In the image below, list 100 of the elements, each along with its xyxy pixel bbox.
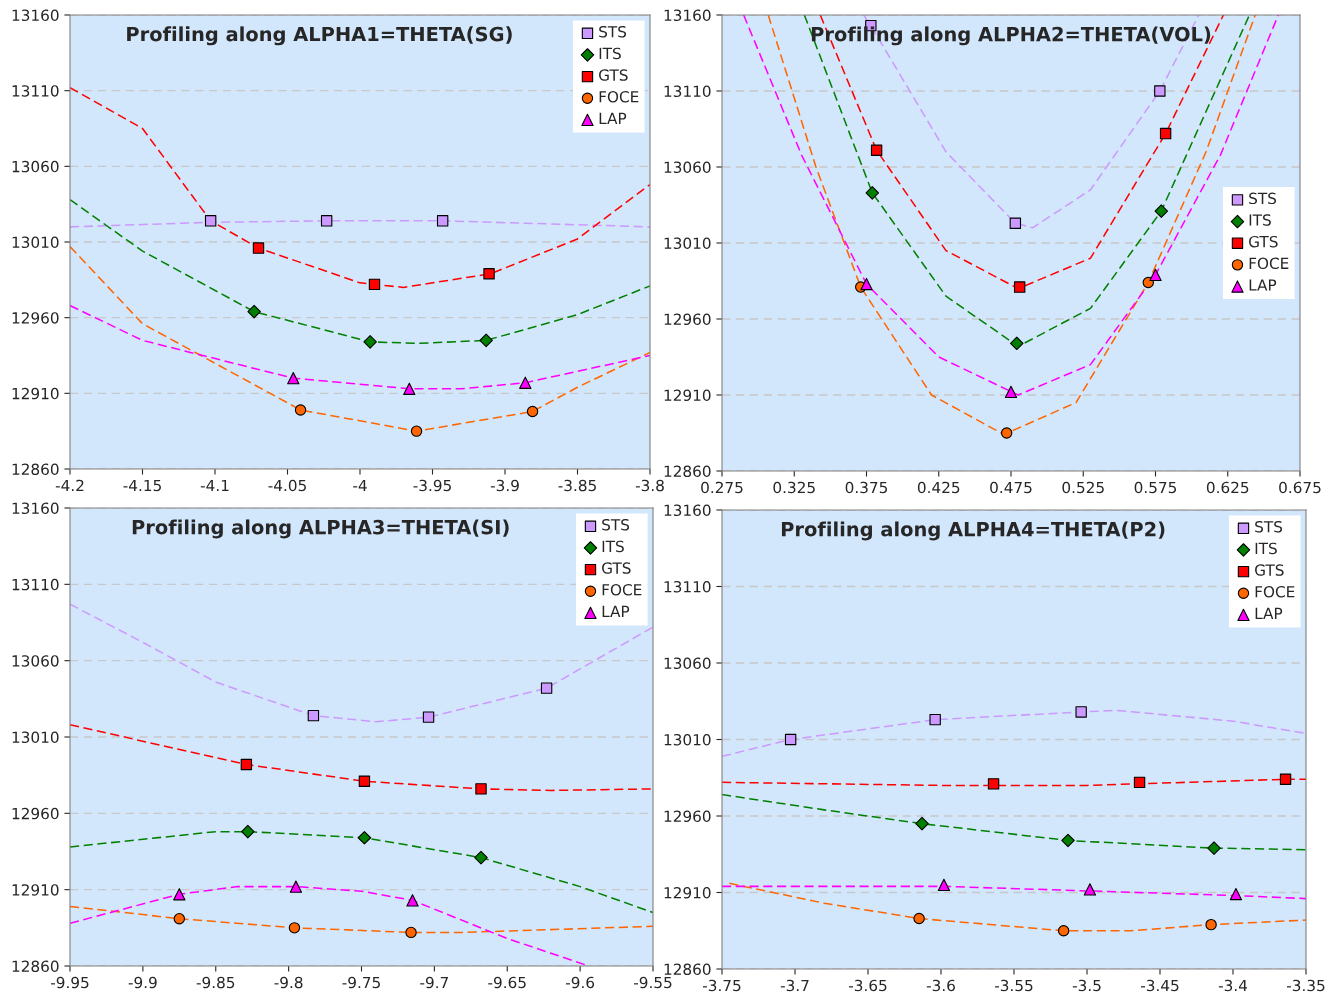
point [870, 144, 883, 156]
y-tick-label: 13060 [12, 655, 59, 667]
point [1061, 833, 1075, 848]
point [403, 382, 416, 395]
point [526, 405, 539, 418]
point [1010, 336, 1024, 351]
x-tick-label: -9.75 [342, 976, 380, 989]
y-tick-label: 13160 [664, 9, 711, 22]
x-tick-label: 0.525 [1062, 481, 1104, 494]
point [288, 922, 301, 934]
x-tick-label: -3.8 [635, 479, 664, 492]
x-tick-label: 0.325 [773, 481, 815, 494]
y-tick-label: 13060 [12, 160, 59, 173]
x-tick-label: -4.1 [200, 479, 229, 492]
x-tick-label: 0.625 [1206, 481, 1249, 494]
y-tick-label: 12960 [12, 807, 59, 820]
x-tick-label: 0.275 [701, 481, 743, 494]
point [358, 775, 371, 787]
x-tick-label: -4 [353, 479, 367, 492]
point [363, 335, 377, 349]
x-tick-label: -3.95 [413, 479, 451, 492]
legend-label: STS [1249, 192, 1277, 205]
x-tick-label: -9.9 [128, 976, 157, 989]
x-tick-label: 0.375 [845, 481, 888, 494]
point [865, 186, 880, 200]
x-tick-label: -3.85 [558, 479, 596, 492]
text: Profiling along ALPHA4=THETA(P2) [781, 521, 1165, 541]
point [422, 711, 435, 723]
x-tick-label: -3.4 [1218, 979, 1248, 992]
x-tick-label: -3.45 [1140, 979, 1179, 992]
point [436, 215, 449, 227]
y-tick-label: 12910 [12, 387, 59, 400]
x-tick-label: -9.65 [488, 976, 526, 989]
x-tick-label: -3.55 [994, 979, 1033, 992]
legend-label: LAP [1255, 607, 1283, 619]
point [406, 894, 419, 907]
point [475, 783, 487, 795]
legend-label: LAP [1249, 279, 1277, 291]
text: Profiling along ALPHA2=THETA(VOL) [811, 26, 1211, 46]
point [1279, 773, 1292, 785]
line-series [70, 603, 653, 723]
legend-label: ITS [599, 47, 621, 60]
point [483, 268, 495, 280]
line-series [70, 86, 650, 289]
legend-label: ITS [602, 540, 624, 553]
x-tick-label: 0.575 [1134, 481, 1177, 494]
point [860, 277, 873, 291]
point [1205, 918, 1217, 931]
point [289, 880, 303, 893]
x-tick-label: -3.7 [780, 979, 809, 992]
y-tick-label: 13010 [12, 731, 59, 744]
y-tick-label: 12860 [12, 463, 59, 476]
point [204, 215, 217, 227]
legend-label: GTS [1249, 235, 1278, 248]
point [1159, 127, 1172, 140]
text: Profiling along ALPHA3=THETA(SI) [132, 519, 509, 539]
y-tick-label: 13010 [12, 236, 59, 249]
y-tick-label: 13060 [664, 161, 711, 174]
legend-label: GTS [599, 69, 628, 81]
point [1004, 385, 1018, 399]
y-tick-label: 12960 [664, 810, 711, 823]
x-tick-label: -9.8 [274, 976, 303, 989]
legend-label: STS [602, 518, 630, 531]
point [287, 372, 300, 385]
point [540, 682, 553, 694]
point [1149, 268, 1162, 282]
point [784, 733, 797, 746]
y-tick-label: 12860 [12, 960, 59, 973]
legend-label: GTS [1255, 564, 1284, 576]
y-tick-label: 12910 [664, 389, 711, 402]
x-tick-label: -4.2 [55, 479, 84, 492]
point [368, 278, 381, 291]
point [915, 816, 929, 831]
point [1154, 85, 1166, 97]
point [474, 850, 488, 865]
y-tick-label: 13160 [12, 9, 59, 22]
point [929, 713, 941, 726]
x-tick-label: -9.7 [420, 976, 448, 989]
y-tick-label: 13110 [664, 580, 711, 593]
point [913, 912, 925, 925]
y-tick-label: 12860 [664, 963, 711, 976]
y-tick-label: 12860 [664, 465, 711, 478]
point [937, 878, 951, 892]
x-tick-label: -3.9 [490, 479, 519, 492]
point [247, 304, 261, 319]
x-tick-label: -4.15 [123, 479, 161, 492]
x-tick-label: -3.6 [926, 979, 955, 992]
x-tick-label: 0.425 [917, 481, 960, 494]
point [1229, 887, 1243, 901]
point [173, 912, 186, 925]
point [1083, 883, 1097, 896]
point [405, 926, 417, 939]
y-tick-label: 13010 [664, 733, 711, 746]
legend-label: STS [599, 25, 627, 38]
x-tick-label: -9.85 [196, 976, 235, 989]
point [294, 404, 307, 416]
x-tick-label: 0.475 [990, 481, 1032, 494]
legend-label: ITS [1249, 214, 1271, 226]
y-tick-label: 13160 [12, 502, 59, 515]
point [252, 242, 265, 254]
